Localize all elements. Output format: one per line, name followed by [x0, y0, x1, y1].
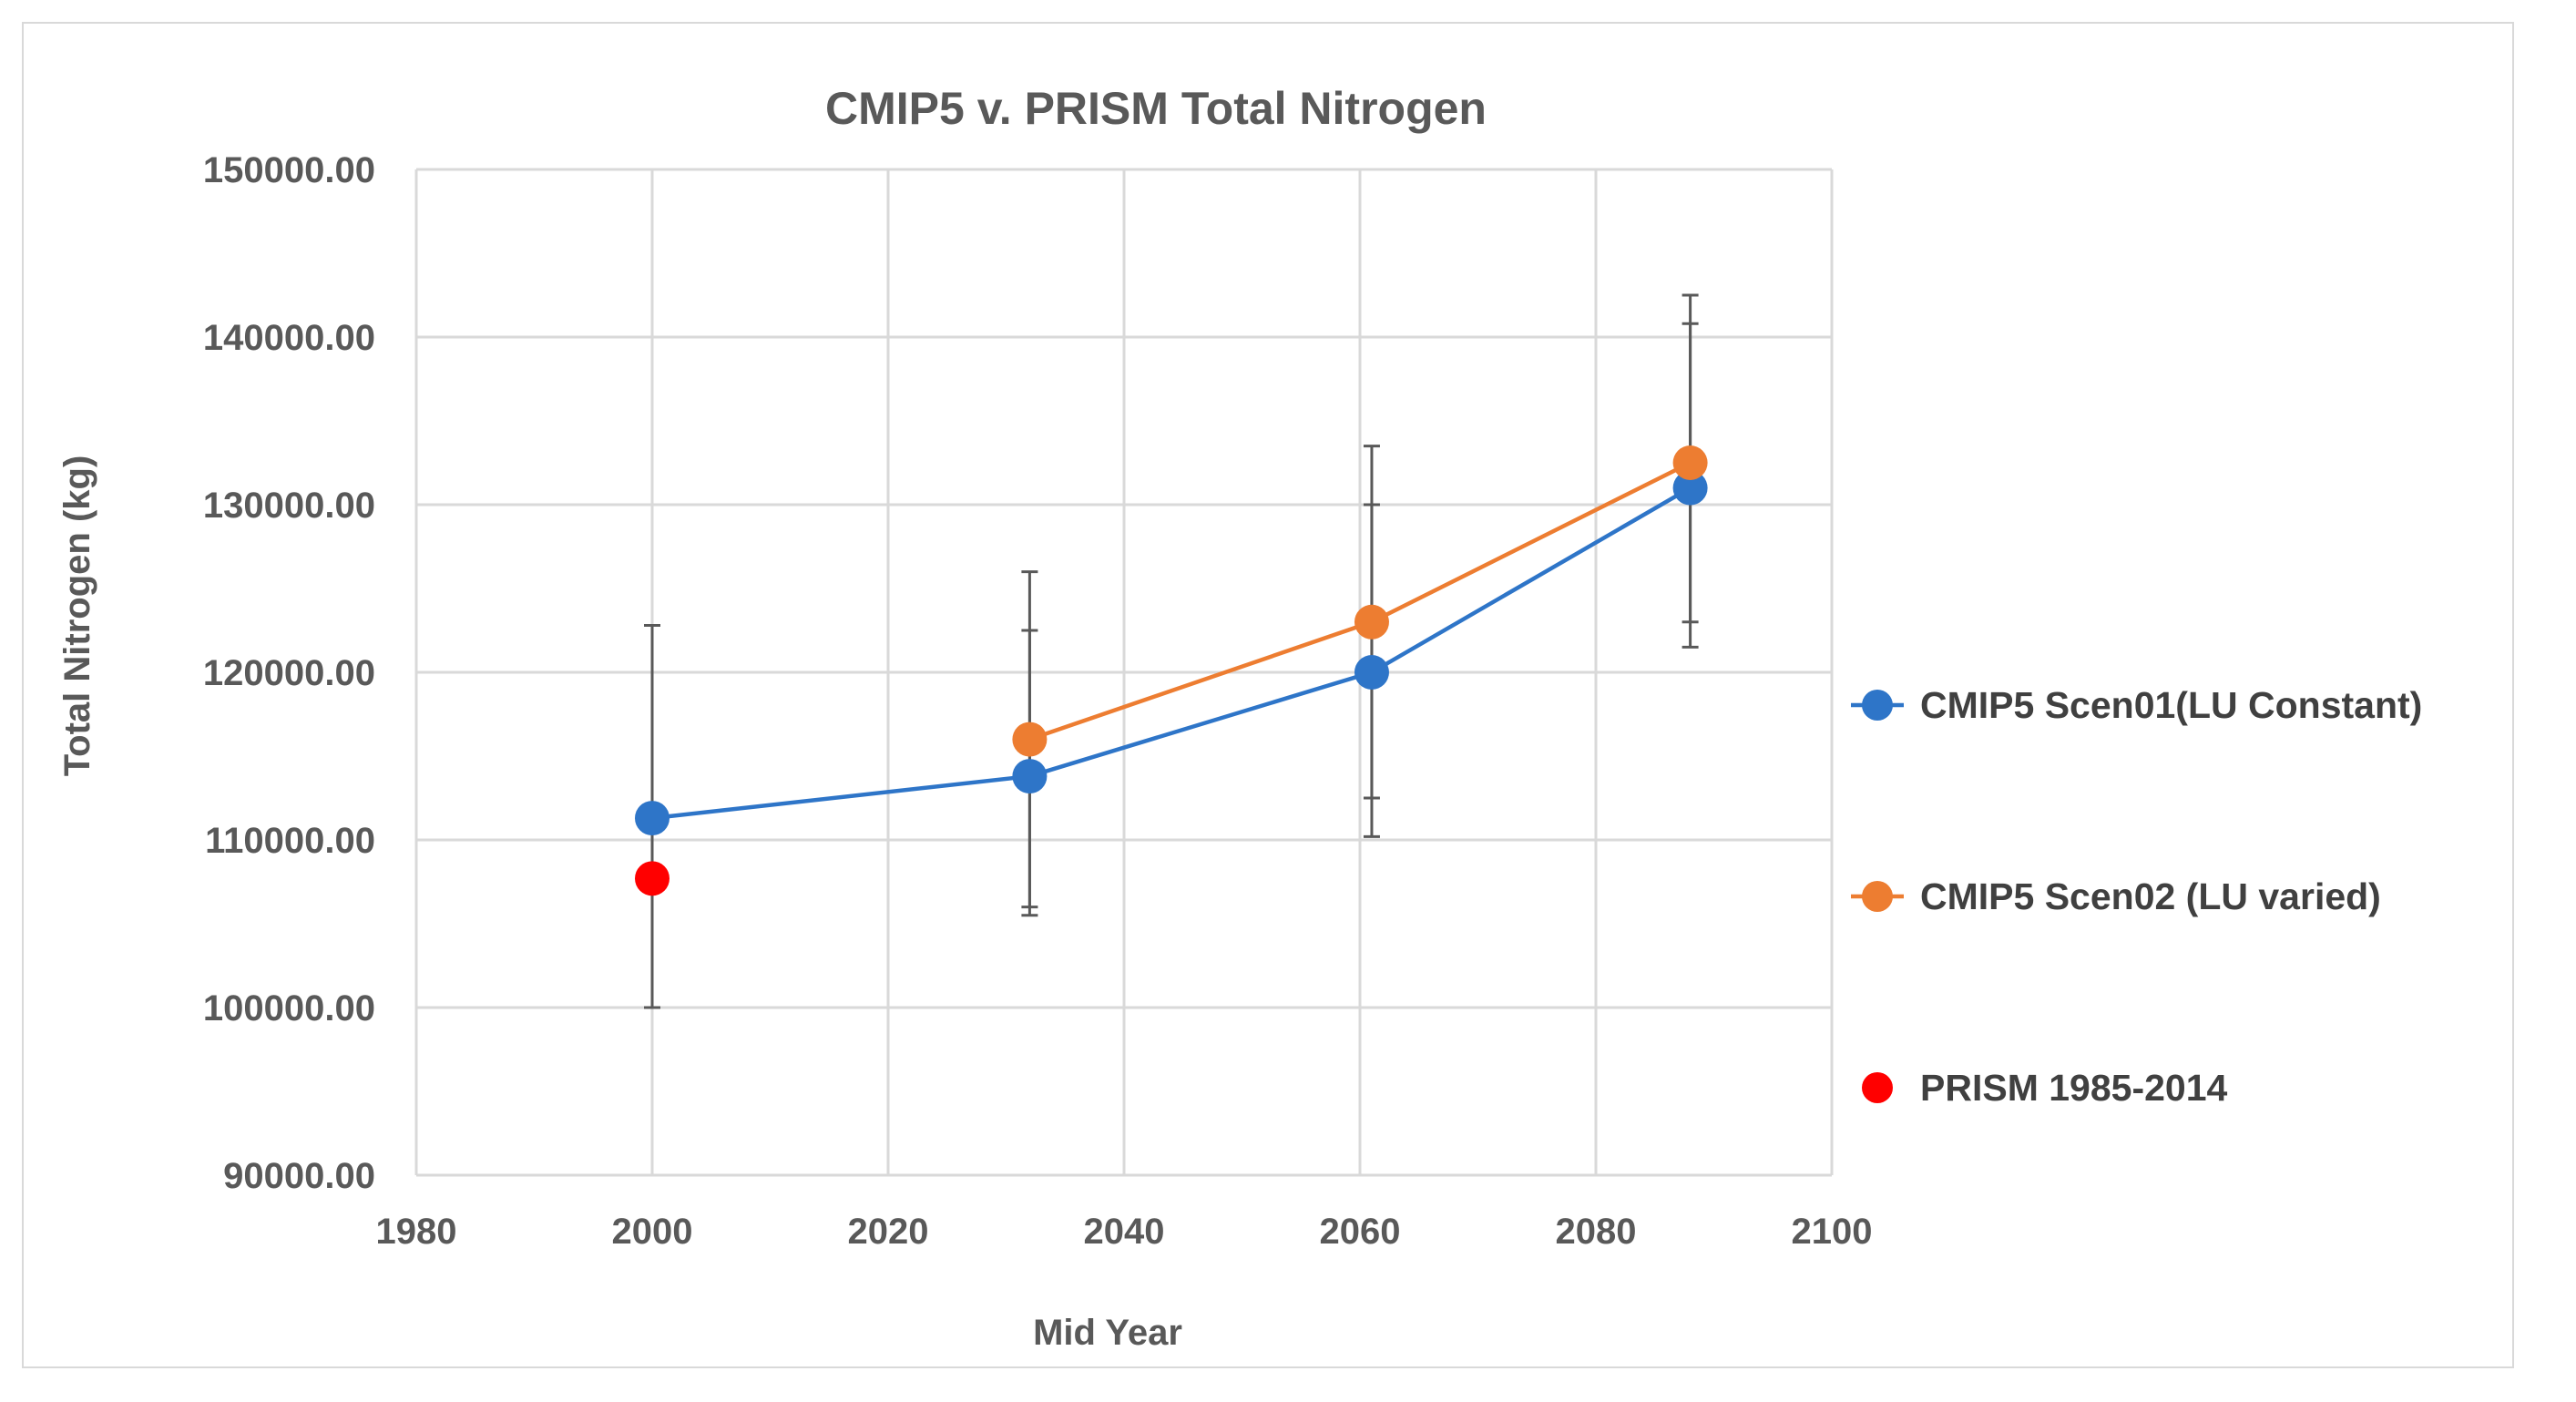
chart-svg: CMIP5 v. PRISM Total Nitrogen 90000.00 10…: [57, 83, 2422, 1353]
chart-title: CMIP5 v. PRISM Total Nitrogen: [825, 83, 1487, 134]
y-tick-labels: 90000.00 100000.00 110000.00 120000.00 13000…: [203, 150, 375, 1196]
legend-label: CMIP5 Scen02 (LU varied): [1920, 875, 2381, 917]
data-point: [1354, 655, 1389, 690]
x-tick-labels: 1980 2000 2020 2040 2060 2080 2100: [376, 1212, 1873, 1252]
legend: CMIP5 Scen01(LU Constant) CMIP5 Scen02 (L…: [1851, 684, 2422, 1109]
data-point: [1672, 445, 1708, 480]
series-layer: [635, 445, 1708, 896]
data-point: [635, 861, 670, 896]
x-tick-label: 2020: [848, 1212, 929, 1252]
legend-marker: [1862, 881, 1893, 912]
grid-layer: [414, 168, 1834, 1177]
x-axis-title: Mid Year: [1033, 1313, 1182, 1353]
legend-label: CMIP5 Scen01(LU Constant): [1920, 684, 2422, 726]
series-line: [651, 486, 1692, 821]
x-tick-label: 2080: [1556, 1212, 1637, 1252]
data-point: [1012, 759, 1048, 794]
data-point: [1672, 470, 1708, 506]
legend-label: PRISM 1985-2014: [1920, 1067, 2228, 1109]
data-point: [1354, 604, 1389, 640]
x-tick-label: 2100: [1792, 1212, 1873, 1252]
x-tick-label: 2040: [1084, 1212, 1165, 1252]
chart-frame: CMIP5 v. PRISM Total Nitrogen 90000.00 10…: [22, 22, 2514, 1368]
y-tick-label: 100000.00: [203, 988, 375, 1028]
x-tick-label: 1980: [376, 1212, 457, 1252]
x-tick-label: 2000: [612, 1212, 693, 1252]
data-point: [1012, 721, 1048, 757]
legend-marker: [1862, 1072, 1893, 1103]
y-tick-label: 140000.00: [203, 318, 375, 358]
x-tick-label: 2060: [1320, 1212, 1401, 1252]
y-tick-label: 150000.00: [203, 150, 375, 190]
y-tick-label: 130000.00: [203, 486, 375, 526]
data-point: [635, 801, 670, 836]
legend-marker: [1862, 690, 1893, 721]
y-tick-label: 110000.00: [205, 821, 375, 861]
y-axis-title: Total Nitrogen (kg): [57, 455, 97, 777]
error-bars: [644, 293, 1699, 1009]
y-tick-label: 120000.00: [203, 653, 375, 693]
y-tick-label: 90000.00: [223, 1156, 375, 1196]
